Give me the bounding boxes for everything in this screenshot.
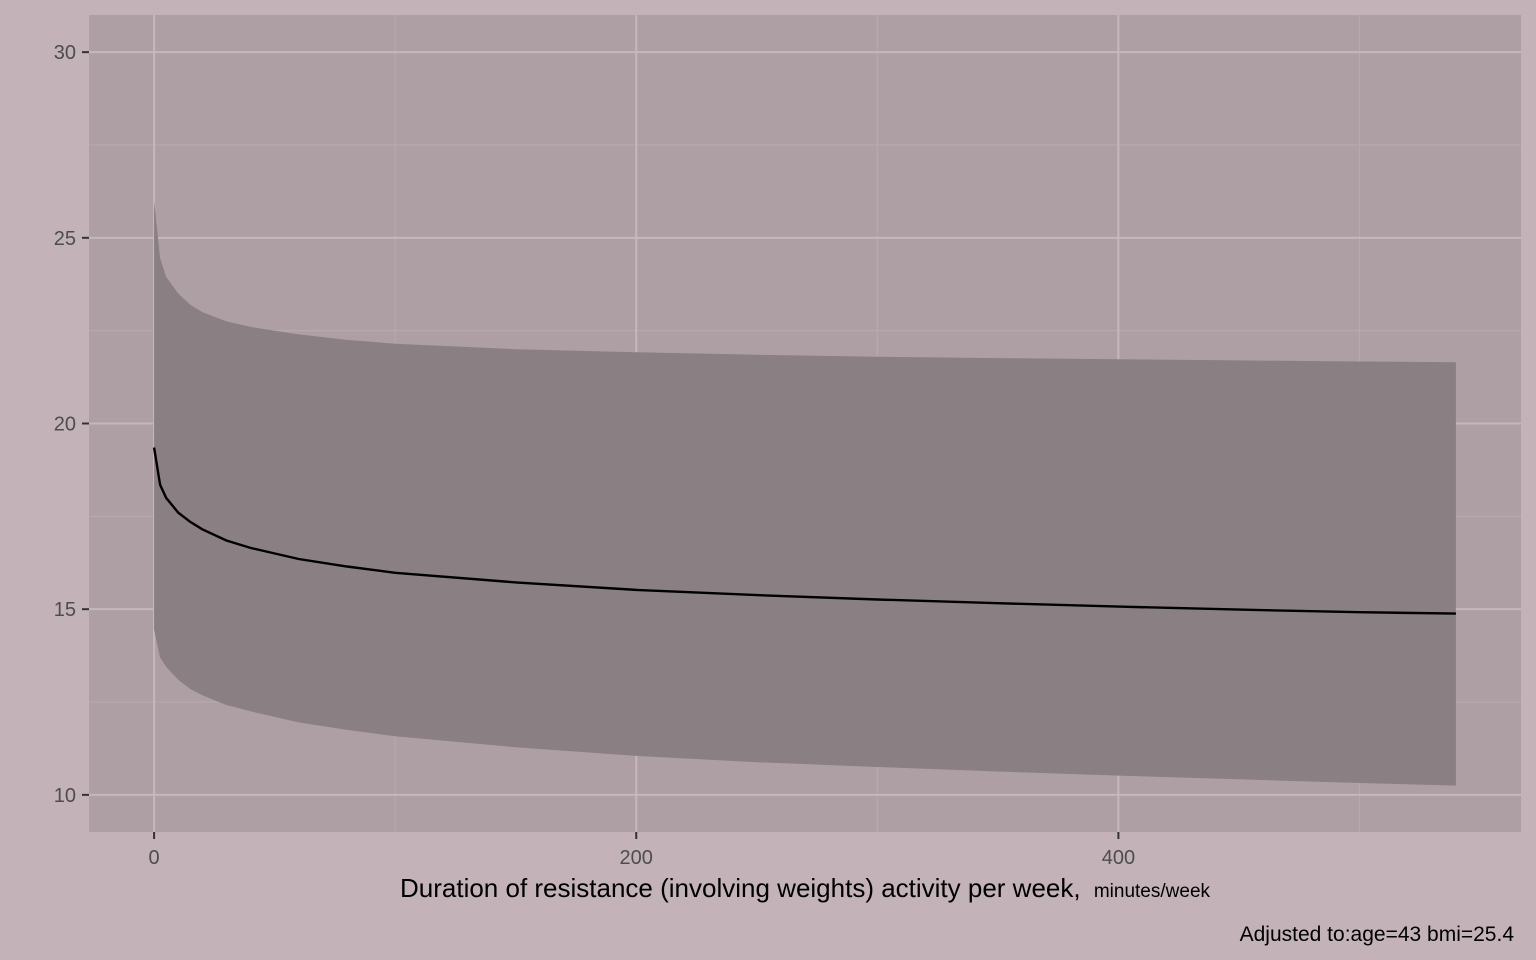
y-tick-label: 25 (54, 228, 76, 250)
x-axis-title: Duration of resistance (involving weight… (400, 873, 1211, 903)
x-axis-title-text: Duration of resistance (involving weight… (400, 873, 1081, 903)
x-axis: 0 200 400 (149, 832, 1135, 869)
y-tick-label: 20 (54, 414, 76, 436)
confidence-band (154, 200, 1456, 786)
chart-caption: Adjusted to:age=43 bmi=25.4 (1240, 923, 1515, 946)
x-tick-label: 0 (149, 847, 160, 869)
y-tick-label: 10 (54, 785, 76, 807)
x-tick-label: 200 (620, 847, 653, 869)
y-axis: 10 15 20 25 30 (54, 42, 89, 807)
x-axis-unit: minutes/week (1094, 881, 1211, 902)
y-tick-label: 15 (54, 599, 76, 621)
x-tick-label: 400 (1102, 847, 1135, 869)
series-line (152, 447, 1456, 615)
y-tick-label: 30 (54, 42, 76, 64)
